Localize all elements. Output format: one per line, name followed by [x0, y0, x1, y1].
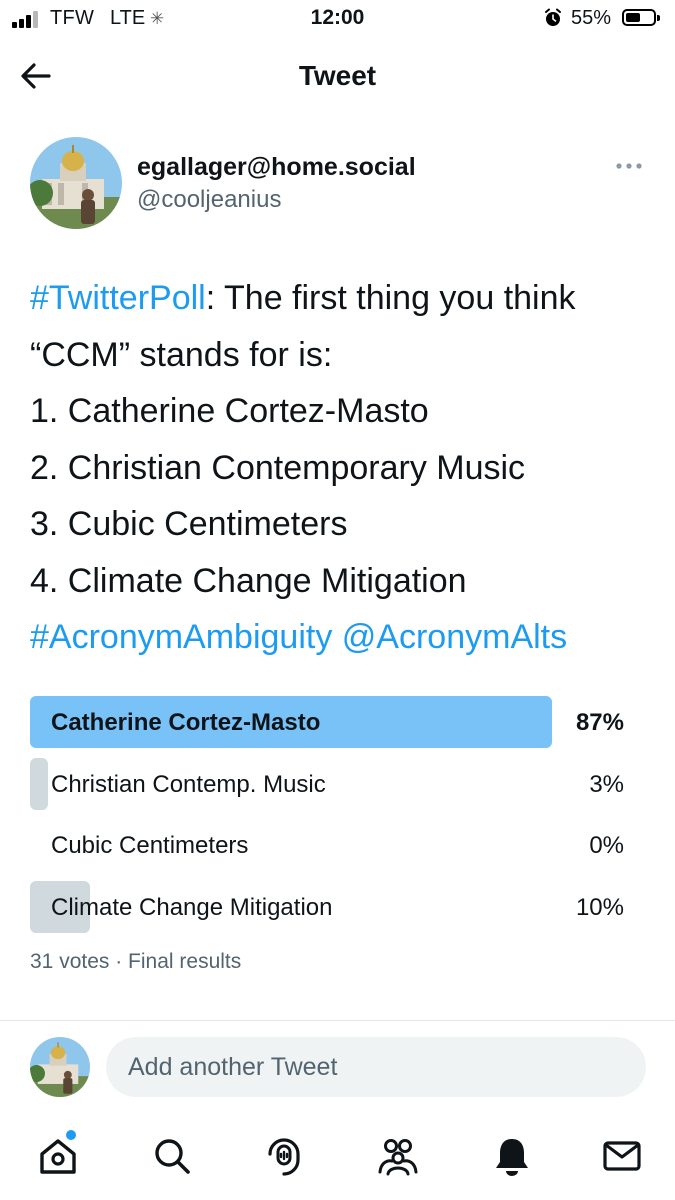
- author-avatar[interactable]: [30, 137, 122, 229]
- hashtag-acronymambiguity-link[interactable]: #AcronymAmbiguity: [30, 618, 333, 656]
- nav-messages[interactable]: [596, 1130, 648, 1182]
- poll-option-bar: [30, 757, 48, 810]
- battery-percent: 55%: [571, 7, 612, 29]
- page-title: Tweet: [298, 60, 377, 91]
- poll-option-percent: 0%: [589, 832, 624, 859]
- poll-summary: 31 votes · Final results: [30, 950, 242, 973]
- tweet-text-line-5: 3. Cubic Centimeters: [30, 505, 348, 543]
- home-icon: [40, 1139, 76, 1174]
- poll-option: Climate Change Mitigation 10%: [30, 880, 630, 933]
- battery-icon: [622, 9, 660, 26]
- tweet-text-line-3: 1. Catherine Cortez-Masto: [30, 392, 429, 430]
- poll-option-percent: 3%: [589, 770, 624, 798]
- battery-level: [626, 13, 640, 22]
- bottom-nav: [0, 1130, 675, 1190]
- tweet-text-line-6: 4. Climate Change Mitigation: [30, 561, 467, 600]
- nav-search[interactable]: [146, 1130, 198, 1182]
- messages-icon: [603, 1141, 641, 1171]
- search-icon: [155, 1139, 190, 1174]
- nav-home[interactable]: [32, 1130, 84, 1182]
- divider: [0, 1020, 675, 1021]
- poll-results: Catherine Cortez-Masto 87% Christian Con…: [30, 696, 630, 942]
- tweet-text-line-1: : The first thing you think: [205, 279, 576, 317]
- nav-spaces[interactable]: [258, 1130, 310, 1182]
- poll-option-label: Climate Change Mitigation: [51, 893, 333, 921]
- back-arrow-icon[interactable]: [18, 58, 54, 94]
- author-name[interactable]: egallager@home.social: [137, 153, 416, 181]
- poll-option-label: Catherine Cortez-Masto: [51, 709, 321, 736]
- loading-spinner-icon: ✳: [150, 9, 165, 28]
- avatar-image: [30, 137, 122, 229]
- more-options-icon[interactable]: [612, 154, 646, 178]
- tweet-text: #TwitterPoll: The first thing you think …: [30, 270, 660, 666]
- reply-avatar: [30, 1037, 90, 1097]
- tweet-text-line-4: 2. Christian Contemporary Music: [30, 448, 526, 487]
- poll-option: Cubic Centimeters 0%: [30, 819, 630, 871]
- spaces-icon: [268, 1138, 300, 1176]
- mention-acronymalts-link[interactable]: @AcronymAlts: [341, 618, 568, 656]
- poll-option-bar: [30, 880, 90, 933]
- poll-option: Christian Contemp. Music 3%: [30, 757, 630, 810]
- poll-option-label: Christian Contemp. Music: [51, 770, 326, 798]
- reply-input[interactable]: [106, 1037, 646, 1097]
- status-bar: TFW LTE ✳ 12:00 55%: [0, 0, 675, 38]
- poll-option-percent: 10%: [575, 893, 624, 921]
- poll-option-percent: 87%: [575, 709, 624, 736]
- network-type: LTE: [110, 7, 146, 29]
- nav-communities[interactable]: [372, 1130, 424, 1182]
- poll-option-bar: [30, 696, 552, 748]
- avatar-image: [30, 1037, 90, 1097]
- carrier-name: TFW: [50, 7, 95, 29]
- new-content-indicator: [66, 1130, 76, 1140]
- communities-icon: [378, 1139, 418, 1176]
- notifications-icon: [496, 1139, 528, 1176]
- signal-icon: [12, 10, 42, 28]
- alarm-icon: [545, 8, 561, 26]
- status-time: 12:00: [310, 6, 365, 29]
- hashtag-twitterpoll-link[interactable]: #TwitterPoll: [30, 279, 206, 317]
- poll-option-label: Cubic Centimeters: [51, 832, 249, 859]
- author-handle[interactable]: @cooljeanius: [137, 186, 282, 213]
- poll-option: Catherine Cortez-Masto 87%: [30, 696, 630, 748]
- tweet-text-line-2: “CCM” stands for is:: [30, 335, 333, 374]
- nav-notifications[interactable]: [486, 1130, 538, 1182]
